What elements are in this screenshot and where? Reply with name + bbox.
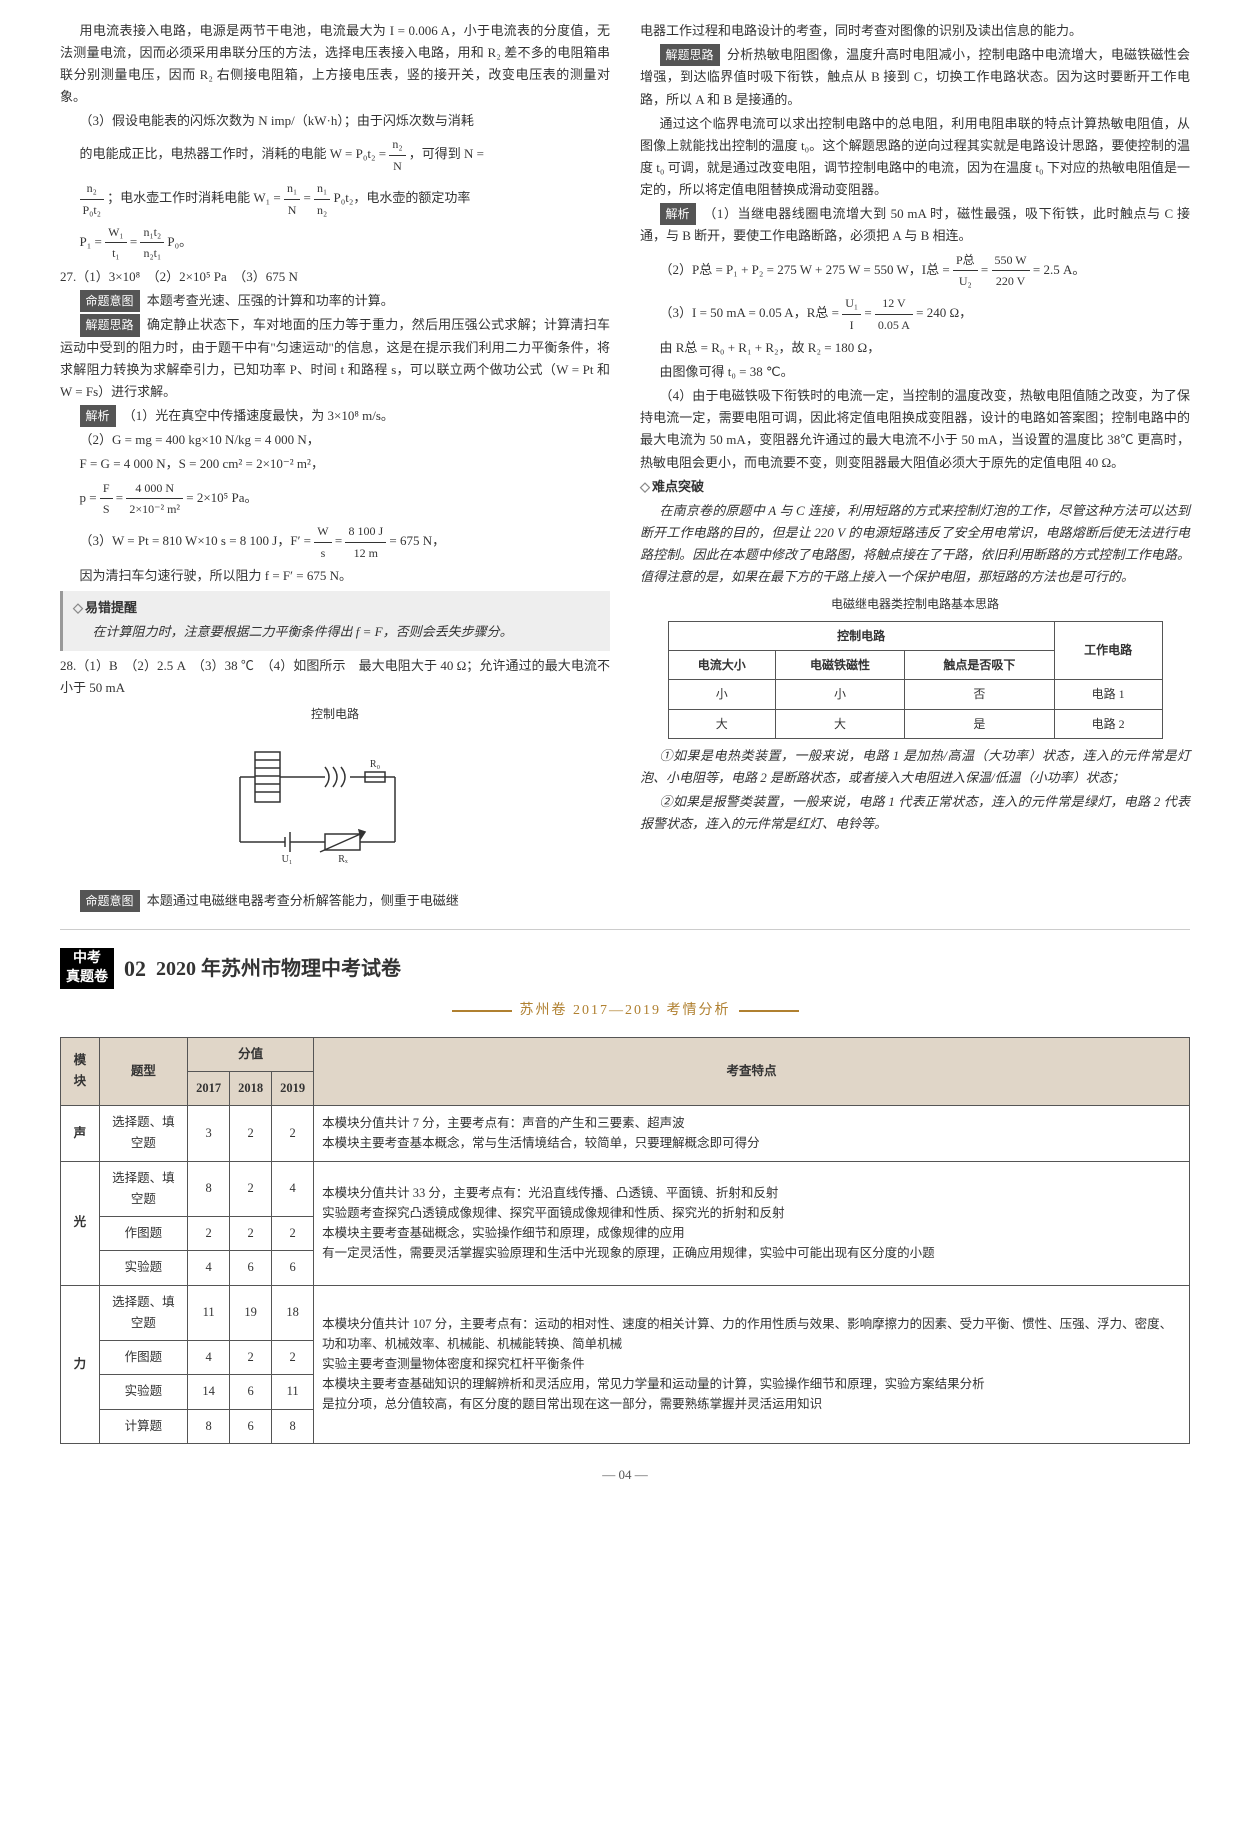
formula: 的电能成正比，电热器工作时，消耗的电能 W = P₀t₂ = n₂N ，可得到 … (60, 134, 610, 176)
section-title: 2020 年苏州市物理中考试卷 (156, 952, 401, 986)
table-row: 力 选择题、填空题 11 19 18 本模块分值共计 107 分，主要考点有：运… (61, 1285, 1190, 1341)
text: 通过这个临界电流可以求出控制电路中的总电阻，利用电阻串联的特点计算热敏电阻值，从… (640, 113, 1190, 201)
table-row: 光 选择题、填空题 8 2 4 本模块分值共计 33 分，主要考点有：光沿直线传… (61, 1161, 1190, 1217)
analysis: 解析 （1）当继电器线圈电流增大到 50 mA 时，磁性最强，吸下衔铁，此时触点… (640, 203, 1190, 247)
analysis-label: 解析 (80, 405, 116, 427)
formula: n₂P₀t₂ ；电水壶工作时消耗电能 W₁ = n₁N = n₁n₂ P₀t₂，… (60, 178, 610, 220)
text: （3）假设电能表的闪烁次数为 N imp/（kW·h）；由于闪烁次数与消耗 (60, 110, 610, 132)
th-year: 2017 (188, 1071, 230, 1105)
th: 控制电路 (668, 621, 1054, 650)
text: F = G = 4 000 N，S = 200 cm² = 2×10⁻² m²， (60, 453, 610, 475)
table-row: 声 选择题、填空题 3 2 2 本模块分值共计 7 分，主要考点有：声音的产生和… (61, 1106, 1190, 1162)
right-column: 电器工作过程和电路设计的考查，同时考查对图像的识别及读出信息的能力。 解题思路 … (640, 20, 1190, 914)
thinking-label: 解题思路 (80, 314, 140, 336)
thinking: 解题思路 分析热敏电阻图像，温度升高时电阻减小，控制电路中电流增大，电磁铁磁性会… (640, 44, 1190, 111)
sub-banner: 苏州卷 2017—2019 考情分析 (60, 999, 1190, 1023)
intent-27: 命题意图 本题考查光速、压强的计算和功率的计算。 (60, 290, 610, 312)
mini-table-caption: 电磁继电器类控制电路基本思路 (640, 594, 1190, 614)
answer-27: 27.（1）3×10⁸ （2）2×10⁵ Pa （3）675 N (60, 266, 610, 288)
formula: （3）I = 50 mA = 0.05 A，R总 = U₁I = 12 V0.0… (640, 293, 1190, 335)
intent-28: 命题意图 本题通过电磁继电器考查分析解答能力，侧重于电磁继 (60, 890, 610, 912)
circuit-diagram: R₀ U₁ Rₓ (225, 732, 445, 882)
upper-content: 用电流表接入电路，电源是两节干电池，电流最大为 I = 0.006 A，小于电流… (60, 20, 1190, 930)
th: 电磁铁磁性 (776, 650, 905, 679)
formula: （2）P总 = P₁ + P₂ = 275 W + 275 W = 550 W，… (640, 250, 1190, 292)
analysis-label: 解析 (660, 203, 696, 225)
intent-label: 命题意图 (80, 290, 140, 312)
table-row: 小 小 否 电路 1 (668, 680, 1162, 709)
page-number: — 04 — (60, 1464, 1190, 1486)
text: （2）G = mg = 400 kg×10 N/kg = 4 000 N， (60, 429, 610, 451)
left-column: 用电流表接入电路，电源是两节干电池，电流最大为 I = 0.006 A，小于电流… (60, 20, 610, 914)
formula: p = FS = 4 000 N2×10⁻² m² = 2×10⁵ Pa。 (60, 478, 610, 520)
diagram-caption: 控制电路 (60, 704, 610, 724)
section-number: 02 (124, 950, 146, 987)
text: 电器工作过程和电路设计的考查，同时考查对图像的识别及读出信息的能力。 (640, 20, 1190, 42)
table-row: 大 大 是 电路 2 (668, 709, 1162, 738)
svg-text:Rₓ: Rₓ (338, 854, 348, 865)
text: 由 R总 = R₀ + R₁ + R₂，故 R₂ = 180 Ω， (640, 337, 1190, 359)
th-module: 模块 (61, 1037, 100, 1106)
th: 工作电路 (1054, 621, 1162, 680)
warn-label: 易错提醒 (73, 597, 600, 619)
thinking-27: 解题思路 确定静止状态下，车对地面的压力等于重力，然后用压强公式求解；计算清扫车… (60, 314, 610, 403)
text: （4）由于电磁铁吸下衔铁时的电流一定，当控制的温度改变，热敏电阻值随之改变，为了… (640, 385, 1190, 473)
svg-text:U₁: U₁ (282, 854, 293, 865)
text: 由图像可得 t₀ = 38 ℃。 (640, 361, 1190, 383)
breakthrough-text: 在南京卷的原题中 A 与 C 连接，利用短路的方式来控制灯泡的工作，尽管这种方法… (640, 500, 1190, 588)
analysis-27: 解析 （1）光在真空中传播速度最快，为 3×10⁸ m/s。 (60, 405, 610, 427)
warning-box: 易错提醒 在计算阻力时，注意要根据二力平衡条件得出 f = F，否则会丢失步骤分… (60, 591, 610, 651)
th-type: 题型 (99, 1037, 187, 1106)
th-year: 2018 (230, 1071, 272, 1105)
text: 因为清扫车匀速行驶，所以阻力 f = F′ = 675 N。 (60, 565, 610, 587)
th-feature: 考查特点 (314, 1037, 1190, 1106)
svg-text:R₀: R₀ (370, 759, 381, 770)
mini-table: 控制电路 工作电路 电流大小 电磁铁磁性 触点是否吸下 小 小 否 电路 1 大… (668, 621, 1163, 740)
breakthrough-label: 难点突破 (640, 476, 1190, 498)
formula: P₁ = W₁t₁ = n₁t₂n₂t₁ P₀。 (60, 222, 610, 264)
section-header: 中考 真题卷 02 2020 年苏州市物理中考试卷 (60, 948, 1190, 988)
badge: 中考 真题卷 (60, 948, 114, 988)
th: 触点是否吸下 (904, 650, 1054, 679)
thinking-label: 解题思路 (660, 44, 720, 66)
th-score: 分值 (188, 1037, 314, 1071)
note: ②如果是报警类装置，一般来说，电路 1 代表正常状态，连入的元件常是绿灯，电路 … (640, 791, 1190, 835)
intent-label: 命题意图 (80, 890, 140, 912)
th: 电流大小 (668, 650, 776, 679)
formula: （3）W = Pt = 810 W×10 s = 8 100 J，F′ = Ws… (60, 521, 610, 563)
note: ①如果是电热类装置，一般来说，电路 1 是加热/高温（大功率）状态，连入的元件常… (640, 745, 1190, 789)
th-year: 2019 (272, 1071, 314, 1105)
warn-text: 在计算阻力时，注意要根据二力平衡条件得出 f = F，否则会丢失步骤分。 (73, 621, 600, 643)
answer-28: 28.（1）B （2）2.5 A （3）38 ℃ （4）如图所示 最大电阻大于 … (60, 655, 610, 699)
text: 用电流表接入电路，电源是两节干电池，电流最大为 I = 0.006 A，小于电流… (60, 20, 610, 108)
analysis-table: 模块 题型 分值 考查特点 2017 2018 2019 声 选择题、填空题 3… (60, 1037, 1190, 1444)
